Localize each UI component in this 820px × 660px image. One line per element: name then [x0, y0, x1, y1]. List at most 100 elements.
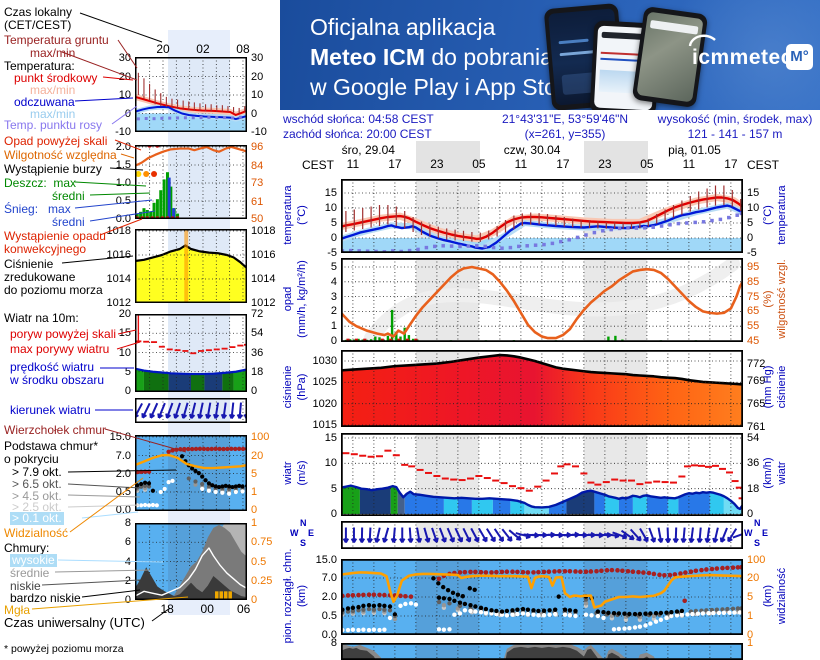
- chart-p2: [341, 258, 743, 342]
- m2-ytick-right: 50: [251, 213, 264, 225]
- chart-p5: [341, 521, 743, 549]
- m7-ytick-left: 8: [124, 517, 131, 529]
- compass-S: S: [300, 538, 307, 548]
- m1-ytick-left: -10: [115, 126, 131, 138]
- legend-feels-maxmin: max/min: [30, 107, 76, 121]
- time-tick: 11: [682, 157, 696, 171]
- m7-ytick-left: 6: [124, 536, 131, 549]
- chart-m4: [135, 314, 247, 392]
- p1-ytick-right: 15: [747, 187, 760, 199]
- compass-E: E: [762, 528, 769, 538]
- compass-S: S: [754, 538, 761, 548]
- m7-ytick-right: 0.5: [251, 555, 267, 568]
- time-tick: 05: [640, 157, 654, 171]
- day-label: śro, 29.04: [341, 143, 395, 157]
- axis-title: pion. rozciągł. chm.: [282, 548, 294, 644]
- m2-ytick-right: 84: [251, 159, 264, 172]
- p2-ytick-left: 2: [330, 305, 337, 318]
- legend-feels-like: odczuwana: [14, 95, 75, 109]
- footnote-asl: * powyżej poziomu morza: [4, 643, 124, 655]
- app-banner[interactable]: Oficjalna aplikacja Meteo ICM do pobrani…: [280, 0, 820, 110]
- m1-ytick-right: 20: [251, 70, 264, 83]
- p6-ytick-right: 100: [747, 554, 766, 566]
- legend-okta-65: > 6.5 okt.: [12, 477, 62, 491]
- tz-label-left: CEST: [302, 158, 335, 172]
- m1-ytick-right: 10: [251, 89, 264, 101]
- legend-pressure-2: zredukowane: [4, 270, 76, 284]
- logo-swoosh-icon: [688, 34, 716, 47]
- legend-dew-point: Temp. punktu rosy: [4, 118, 103, 132]
- m4-ytick-left: 15: [118, 327, 131, 340]
- m6-ytick-right: 1: [251, 486, 258, 498]
- legend-cloud-top: Wierzchołek chmur: [4, 423, 107, 437]
- m3-ytick-right: 1018: [251, 225, 276, 237]
- compass-N: N: [300, 518, 307, 528]
- night-band-header-1: [416, 141, 480, 173]
- chart-m3: [135, 229, 247, 303]
- m7-ytick-right: 0.25: [251, 574, 273, 587]
- legend-wind-dir: kierunek wiatru: [10, 403, 91, 417]
- p6-ytick-left: 7.0: [321, 572, 337, 584]
- m6-ytick-right: 5: [251, 467, 258, 480]
- legend-local-time-2: (CET/CEST): [4, 18, 72, 32]
- m1-xtick: 02: [196, 42, 210, 56]
- chart-m1: [135, 57, 247, 132]
- m6-ytick-right: 0: [251, 504, 258, 516]
- p4-ytick-right: 54: [747, 432, 760, 444]
- m1-ytick-right: 0: [251, 107, 258, 120]
- m7-ytick-left: 0: [124, 594, 131, 606]
- p2-ytick-right: 95: [747, 261, 760, 273]
- p4-ytick-right: 18: [747, 482, 760, 495]
- sunrise-info: wschód słońca: 04:58 CEST: [283, 112, 434, 126]
- legend-wind: Wiatr na 10m:: [4, 311, 79, 325]
- legend-local-time: Czas lokalny: [4, 5, 73, 19]
- legend-clouds-low: niskie: [10, 579, 41, 593]
- m4-ytick-right: 72: [251, 308, 264, 320]
- m3-ytick-right: 1012: [251, 297, 276, 309]
- p7-ytick-left: 8: [330, 637, 337, 649]
- time-tick: 05: [472, 157, 486, 171]
- night-band-header-2: [584, 141, 648, 173]
- chart-p3: [341, 350, 743, 427]
- m3-ytick-left: 1016: [106, 249, 131, 261]
- p6-ytick-left: 2.0: [321, 591, 337, 603]
- m2-ytick-right: 73: [251, 177, 264, 189]
- m7-xtick: 06: [236, 602, 251, 616]
- m3-ytick-right: 1016: [251, 249, 276, 261]
- m2-ytick-left: 1.5: [115, 159, 131, 171]
- legend-okta-45: > 4.5 okt.: [12, 489, 62, 503]
- day-label: pią, 01.05: [668, 143, 721, 157]
- tz-label-right: CEST: [747, 158, 780, 172]
- m3-ytick-left: 1014: [106, 273, 131, 285]
- p3-ytick-right: 769: [747, 375, 766, 387]
- p3-ytick-right: 761: [747, 420, 766, 433]
- p6-ytick-right: 0: [747, 629, 754, 641]
- m4-ytick-left: 20: [118, 308, 131, 320]
- banner-line1: Oficjalna aplikacja: [310, 14, 496, 40]
- compass-N: N: [754, 518, 761, 528]
- p4-ytick-left: 15: [324, 432, 337, 444]
- p1-ytick-left: 0: [330, 232, 337, 244]
- chart-p1: [341, 179, 743, 253]
- m6-ytick-left: 7.0: [115, 449, 131, 462]
- legend-fog: Mgła: [4, 603, 31, 617]
- p2-ytick-left: 4: [330, 275, 337, 288]
- p2-ytick-right: 85: [747, 275, 760, 288]
- m7-xtick: 00: [200, 602, 214, 616]
- p2-ytick-left: 0: [330, 335, 337, 347]
- banner-line2: Meteo ICM do pobrania: [310, 44, 553, 70]
- altitude-values: 121 - 141 - 157 m: [687, 127, 783, 141]
- m7-xtick: 18: [160, 602, 174, 616]
- p6-ytick-right: 1: [747, 610, 754, 622]
- legend-cloud-base-2: o pokryciu: [4, 452, 59, 466]
- p2-ytick-left: 3: [330, 290, 337, 303]
- axis-title: (km): [762, 585, 774, 607]
- p4-ytick-right: 36: [747, 457, 760, 470]
- legend-pressure-3: do poziomu morza: [4, 283, 103, 297]
- legend-okta-25: > 2.5 okt.: [12, 500, 62, 514]
- m3-ytick-right: 1014: [251, 273, 276, 285]
- time-tick: 23: [430, 157, 444, 171]
- p1-ytick-right: 5: [747, 217, 754, 229]
- p6-ytick-left: 15.0: [315, 554, 337, 566]
